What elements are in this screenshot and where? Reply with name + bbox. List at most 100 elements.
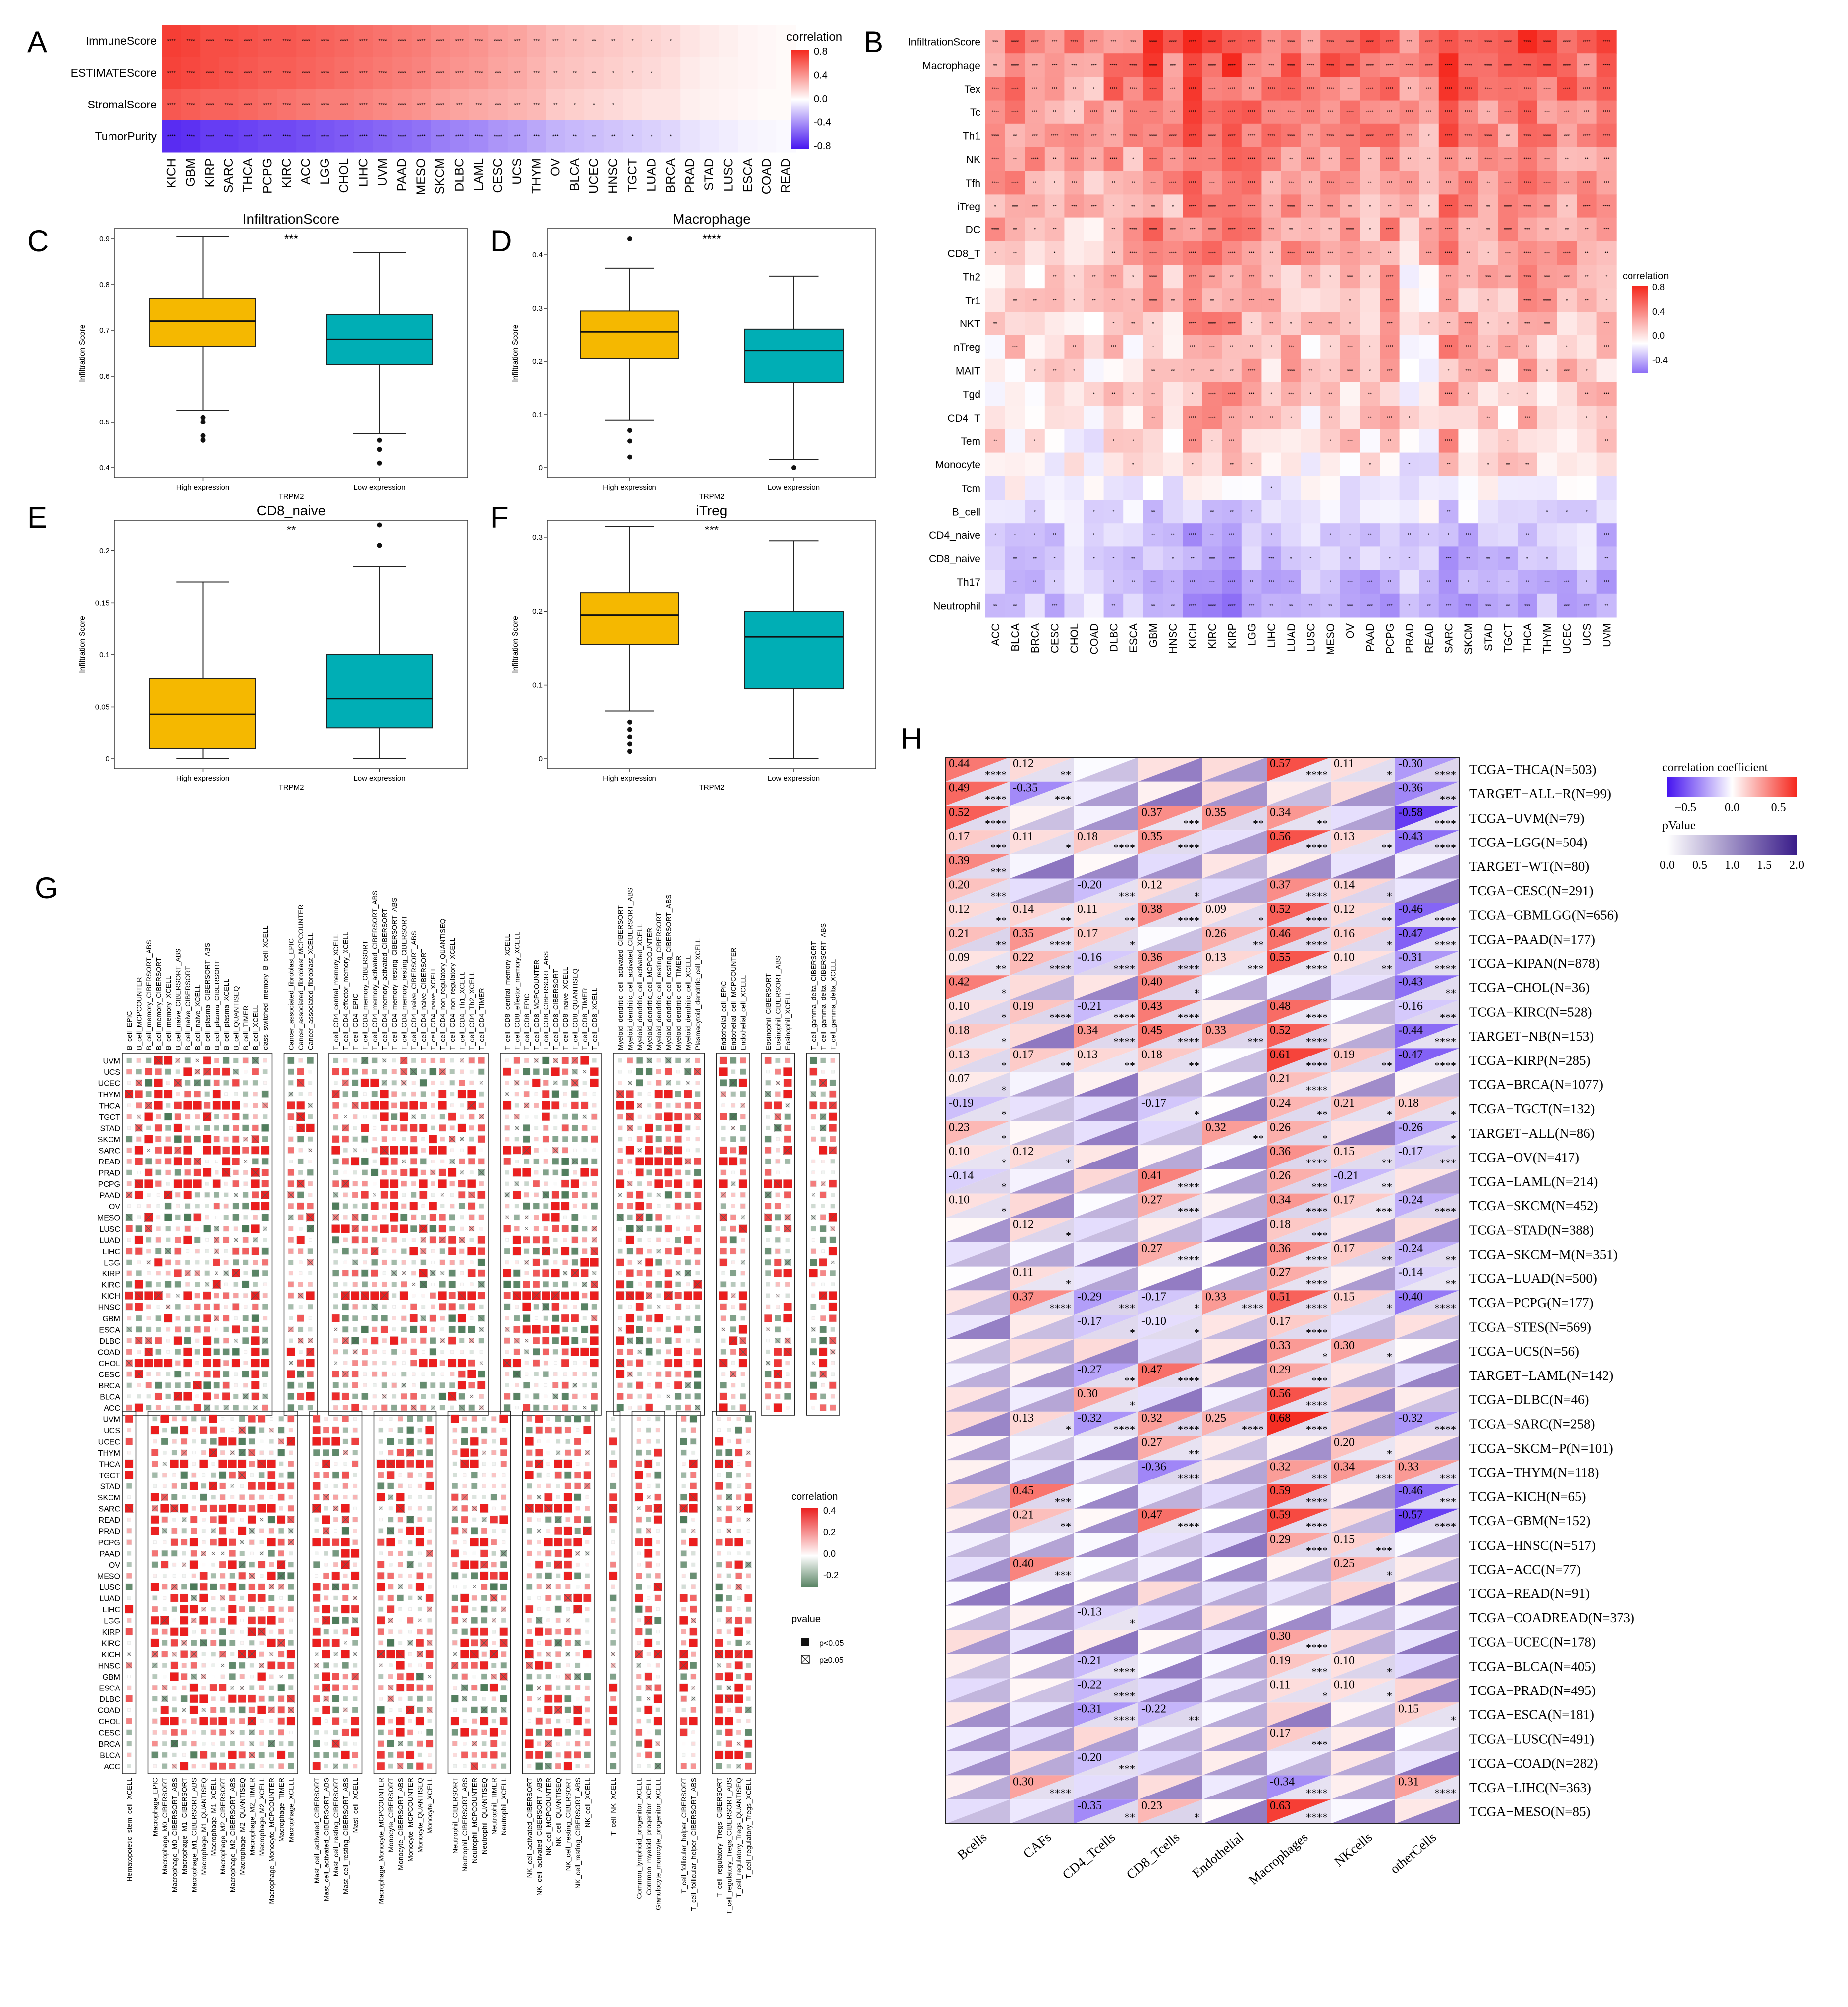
sig-mark: ** bbox=[1151, 368, 1155, 374]
sig-mark: * bbox=[1073, 298, 1075, 304]
heat-cell bbox=[985, 500, 1006, 524]
corr-square bbox=[195, 1394, 199, 1398]
corr-square bbox=[183, 1235, 192, 1244]
heat-cell bbox=[1044, 382, 1065, 406]
corr-square bbox=[721, 1372, 726, 1376]
corr-square bbox=[199, 1694, 208, 1703]
sig-mark: * bbox=[1093, 87, 1095, 92]
corr-square bbox=[156, 1204, 160, 1208]
heat-cell bbox=[1478, 500, 1499, 524]
heat-cell bbox=[1025, 570, 1045, 594]
row-label: DLBC bbox=[99, 1337, 120, 1346]
corr-square bbox=[635, 1191, 644, 1199]
corr-square bbox=[363, 1383, 367, 1387]
heat-cell bbox=[1438, 217, 1459, 242]
corr-square bbox=[224, 1305, 228, 1309]
heat-cell bbox=[219, 25, 239, 57]
sig-mark: **** bbox=[1425, 63, 1433, 69]
corr-square bbox=[127, 1764, 131, 1768]
corr-square bbox=[183, 1291, 192, 1300]
heat-cell bbox=[1557, 217, 1577, 242]
corr-square bbox=[684, 1113, 691, 1120]
corr-square bbox=[155, 1405, 161, 1411]
corr-square bbox=[181, 1416, 187, 1422]
heat-cell bbox=[1537, 171, 1557, 195]
corr-square bbox=[448, 1292, 456, 1299]
sig-mark: ** bbox=[553, 70, 558, 76]
heat-cell bbox=[1143, 500, 1163, 524]
sig-mark: **** bbox=[186, 38, 195, 44]
heat-cell bbox=[1005, 171, 1025, 195]
sig-mark: *** bbox=[1446, 556, 1452, 562]
corr-square bbox=[685, 1203, 691, 1209]
nonsig-cross bbox=[635, 1213, 644, 1222]
heat-cell bbox=[1380, 77, 1400, 101]
nonsig-cross bbox=[124, 1504, 134, 1513]
corr-square bbox=[616, 1291, 625, 1300]
sig-mark: ** bbox=[1525, 345, 1529, 350]
corr-square bbox=[342, 1326, 349, 1333]
corr-square bbox=[459, 1338, 465, 1343]
corr-square bbox=[289, 1160, 293, 1163]
heat-cell bbox=[1183, 382, 1203, 406]
heat-cell bbox=[1380, 288, 1400, 312]
heat-cell bbox=[1537, 265, 1557, 289]
x-tick-label: High expression bbox=[603, 483, 656, 492]
heat-cell bbox=[1537, 546, 1557, 571]
corr-square bbox=[503, 1158, 511, 1165]
column-label: LUSC bbox=[722, 158, 736, 192]
corr-square bbox=[380, 1179, 389, 1188]
corr-square bbox=[287, 1505, 294, 1512]
corr-square bbox=[333, 1595, 338, 1600]
corr-square bbox=[184, 1382, 191, 1389]
corr-square bbox=[776, 1137, 780, 1141]
nonsig-cross bbox=[784, 1337, 791, 1344]
corr-square bbox=[561, 1247, 570, 1256]
corr-square bbox=[224, 1092, 228, 1096]
heat-cell bbox=[527, 25, 546, 57]
heat-cell bbox=[1261, 147, 1282, 171]
sig-mark: ** bbox=[1466, 227, 1470, 233]
heat-cell bbox=[1281, 406, 1302, 429]
corr-square bbox=[240, 1630, 244, 1634]
nonsig-cross bbox=[306, 1213, 315, 1222]
corr-square bbox=[219, 1762, 226, 1770]
heat-cell bbox=[373, 120, 393, 153]
corr-square bbox=[267, 1538, 276, 1547]
sig-mark: ** bbox=[1328, 603, 1332, 609]
heat-cell bbox=[1596, 241, 1617, 265]
nonsig-cross bbox=[296, 1112, 305, 1121]
sig-mark: **** bbox=[1445, 204, 1453, 210]
heat-cell bbox=[238, 57, 258, 89]
corr-square bbox=[448, 1168, 457, 1177]
corr-square bbox=[127, 1517, 131, 1522]
corr-square bbox=[228, 1605, 237, 1614]
heat-cell bbox=[1202, 171, 1222, 195]
corr-square bbox=[440, 1372, 444, 1376]
corr-square bbox=[420, 1169, 426, 1175]
corr-square bbox=[448, 1269, 456, 1277]
corr-square bbox=[288, 1752, 294, 1758]
heat-cell bbox=[1360, 312, 1380, 336]
corr-square bbox=[234, 1316, 238, 1320]
corr-square bbox=[627, 1214, 633, 1220]
nonsig-cross bbox=[170, 1504, 179, 1513]
corr-square bbox=[362, 1338, 367, 1343]
heat-cell bbox=[1241, 147, 1262, 171]
legend-title: correlation bbox=[786, 30, 842, 44]
heat-cell bbox=[1222, 147, 1242, 171]
nonsig-cross bbox=[257, 1459, 266, 1469]
sig-mark: **** bbox=[1307, 251, 1315, 256]
sig-mark: **** bbox=[1326, 63, 1334, 69]
corr-square bbox=[332, 1236, 340, 1244]
corr-square bbox=[786, 1372, 790, 1376]
corr-square bbox=[523, 1135, 530, 1143]
sig-mark: ** bbox=[1269, 416, 1273, 421]
corr-square bbox=[449, 1382, 455, 1388]
cell-type-label: Myeloid_dendritic_cell_activated_CIBERSO… bbox=[616, 905, 624, 1050]
heat-cell bbox=[1005, 194, 1025, 218]
corr-square bbox=[656, 1237, 661, 1242]
corr-square bbox=[209, 1762, 217, 1770]
corr-square bbox=[190, 1516, 198, 1524]
corr-square bbox=[333, 1562, 338, 1567]
